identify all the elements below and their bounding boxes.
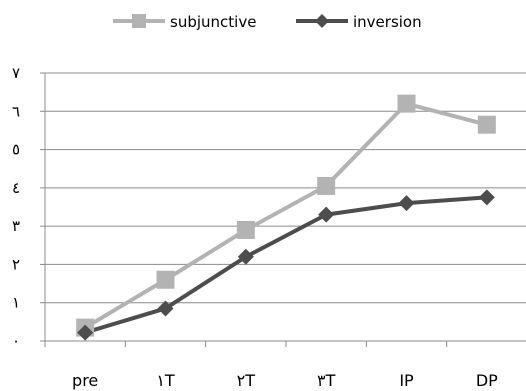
- y-tick-label: ٤: [12, 179, 20, 197]
- gridlines: [45, 72, 526, 304]
- legend: subjunctive inversion: [113, 13, 422, 31]
- data-point-inversion: [77, 324, 94, 341]
- x-tick-label: pre: [72, 371, 98, 390]
- legend-label-inversion: inversion: [353, 13, 422, 31]
- series-line-subjunctive: [83, 101, 489, 330]
- y-tick-label: ٠: [12, 332, 20, 350]
- legend-item-inversion: inversion: [296, 13, 422, 31]
- data-point-subjunctive: [317, 176, 336, 195]
- data-point-subjunctive: [236, 220, 255, 239]
- legend-marker-diamond: [315, 14, 329, 28]
- x-tick-label: ٢T: [237, 371, 256, 390]
- data-point-inversion: [398, 195, 415, 212]
- data-point-inversion: [318, 206, 335, 223]
- series-line-inversion: [83, 195, 489, 335]
- y-tick-label: ٥: [12, 141, 20, 159]
- axes: [40, 72, 526, 347]
- x-tick-label: DP: [476, 371, 498, 390]
- y-tick-label: ٦: [12, 102, 20, 120]
- legend-label-subjunctive: subjunctive: [170, 13, 256, 31]
- data-point-subjunctive: [397, 94, 416, 113]
- y-tick-label: ٧: [12, 64, 20, 82]
- legend-item-subjunctive: subjunctive: [113, 13, 256, 31]
- y-tick-label: ٣: [12, 217, 20, 235]
- series-layer: [76, 94, 496, 341]
- data-point-subjunctive: [156, 270, 175, 289]
- data-point-inversion: [157, 300, 174, 317]
- y-tick-label: ١: [12, 294, 20, 312]
- x-tick-label: ١T: [156, 371, 175, 390]
- data-point-inversion: [478, 189, 495, 206]
- data-point-subjunctive: [477, 115, 496, 134]
- legend-marker-square: [132, 14, 146, 28]
- y-tick-label: ٢: [12, 255, 20, 273]
- y-axis-tick-labels: ٠ ١ ٢ ٣ ٤ ٥ ٦ ٧: [12, 64, 20, 350]
- x-tick-label: ٣T: [317, 371, 336, 390]
- x-tick-label: IP: [399, 371, 414, 390]
- data-point-inversion: [237, 248, 254, 265]
- x-axis-tick-labels: pre ١T ٢T ٣T IP DP: [72, 371, 498, 390]
